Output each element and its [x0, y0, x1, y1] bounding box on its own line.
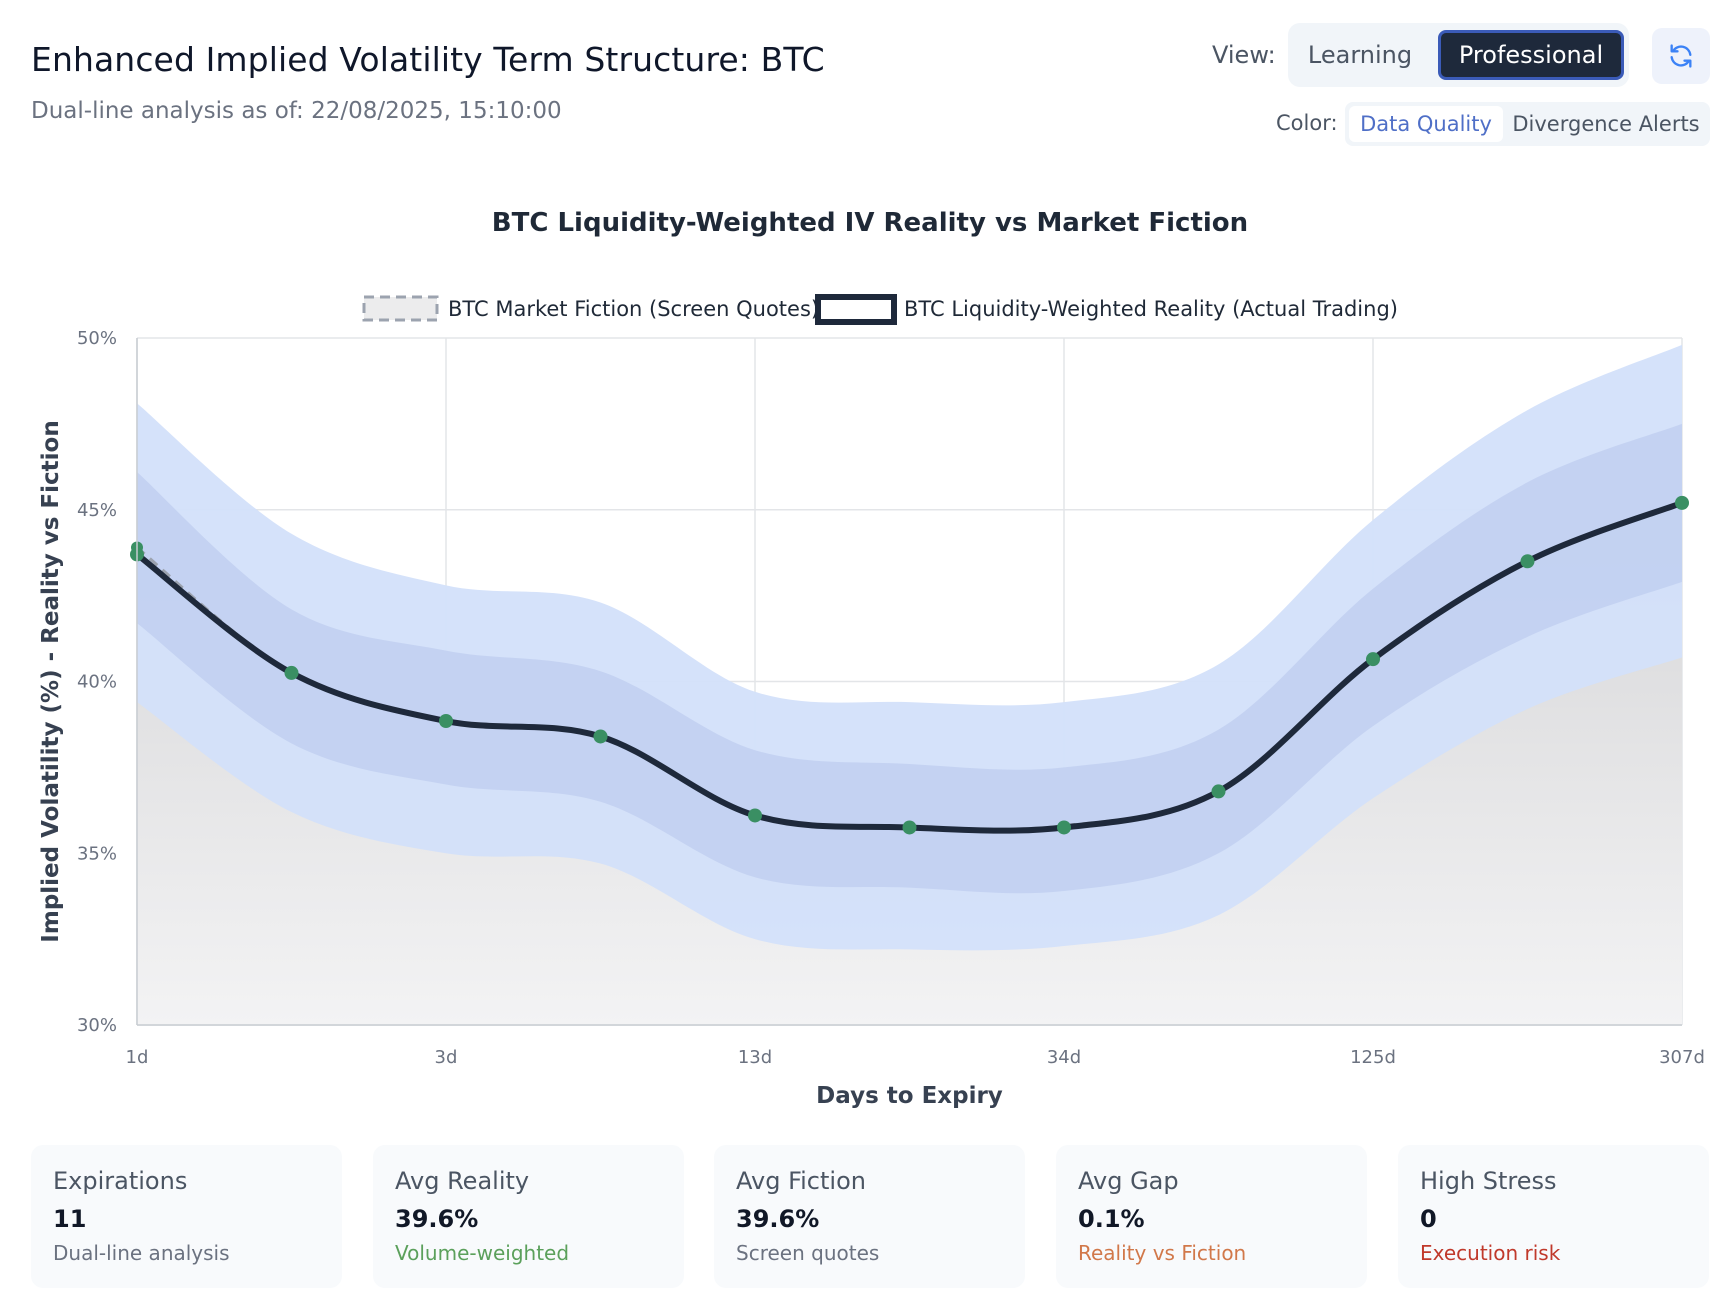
- stat-sub: Dual-line analysis: [53, 1241, 230, 1265]
- base-area: [137, 502, 1682, 1025]
- view-toggle: Learning Professional: [1288, 23, 1629, 87]
- stat-card-high-stress: High Stress 0 Execution risk: [1398, 1145, 1709, 1288]
- x-tick-label: 13d: [738, 1047, 772, 1068]
- reality-data-point: [284, 665, 299, 680]
- color-label: Color:: [1276, 111, 1338, 135]
- reality-data-point: [439, 714, 453, 729]
- x-tick-label: 34d: [1047, 1047, 1081, 1068]
- y-tick-label: 30%: [77, 1015, 117, 1036]
- view-professional-button[interactable]: Professional: [1438, 30, 1624, 80]
- reality-data-point: [1520, 554, 1535, 569]
- y-tick-label: 40%: [77, 672, 117, 693]
- stat-value: 11: [53, 1205, 87, 1233]
- reality-data-point: [1057, 820, 1071, 835]
- color-toggle: Data Quality Divergence Alerts: [1345, 102, 1710, 146]
- x-tick-label: 3d: [435, 1047, 458, 1068]
- x-tick-label: 307d: [1659, 1047, 1705, 1068]
- chart-title: BTC Liquidity-Weighted IV Reality vs Mar…: [491, 208, 1249, 238]
- stat-value: 0: [1420, 1205, 1437, 1233]
- iv-term-structure-chart: 30% 35% 40% 45% 50% 1d 3d 13d 34d 125d 307d Days to…: [38, 294, 1705, 1109]
- view-learning-button[interactable]: Learning: [1307, 41, 1413, 69]
- refresh-button[interactable]: [1652, 28, 1710, 84]
- y-axis-title: Implied Volatility (%) - Reality vs Fict…: [38, 420, 64, 942]
- legend-reality-swatch: [815, 294, 897, 325]
- stat-sub: Screen quotes: [736, 1241, 880, 1265]
- reality-data-point: [748, 808, 762, 823]
- reality-data-point: [1675, 495, 1689, 510]
- stat-label: Expirations: [53, 1167, 188, 1195]
- stat-label: Avg Fiction: [736, 1167, 866, 1195]
- stat-label: Avg Gap: [1078, 1167, 1179, 1195]
- reality-data-point: [902, 820, 917, 835]
- stat-label: Avg Reality: [395, 1167, 530, 1195]
- stat-value: 39.6%: [736, 1205, 820, 1233]
- stat-card-expirations: Expirations 11 Dual-line analysis: [31, 1145, 342, 1288]
- legend-fiction-swatch: [362, 295, 439, 322]
- stat-label: High Stress: [1420, 1167, 1557, 1195]
- outer-confidence-band: [137, 344, 1682, 951]
- stat-card-avg-reality: Avg Reality 39.6% Volume-weighted: [373, 1145, 684, 1288]
- stat-card-avg-fiction: Avg Fiction 39.6% Screen quotes: [714, 1145, 1025, 1288]
- stat-sub: Reality vs Fiction: [1078, 1241, 1247, 1265]
- inner-confidence-band: [137, 423, 1682, 894]
- x-tick-label: 1d: [126, 1047, 149, 1068]
- legend-reality-label: BTC Liquidity-Weighted Reality (Actual T…: [904, 297, 1398, 321]
- stat-sub: Execution risk: [1420, 1241, 1561, 1265]
- reality-data-point: [1211, 784, 1226, 799]
- page-subtitle: Dual-line analysis as of: 22/08/2025, 15…: [31, 98, 562, 124]
- refresh-icon: [1670, 44, 1692, 68]
- reality-data-point: [1366, 652, 1380, 667]
- stat-card-avg-gap: Avg Gap 0.1% Reality vs Fiction: [1056, 1145, 1367, 1288]
- y-tick-label: 35%: [77, 843, 117, 864]
- legend-fiction-label: BTC Market Fiction (Screen Quotes): [448, 297, 819, 321]
- stat-value: 39.6%: [395, 1205, 479, 1233]
- stat-sub: Volume-weighted: [395, 1241, 570, 1265]
- reality-data-point: [593, 729, 608, 744]
- page-title: Enhanced Implied Volatility Term Structu…: [31, 40, 825, 79]
- stat-value: 0.1%: [1078, 1205, 1145, 1233]
- color-data-quality-button[interactable]: Data Quality: [1349, 106, 1503, 142]
- y-tick-label: 45%: [77, 500, 117, 521]
- color-divergence-alerts-button[interactable]: Divergence Alerts: [1512, 112, 1700, 136]
- x-tick-label: 125d: [1350, 1047, 1396, 1068]
- x-axis-title: Days to Expiry: [816, 1083, 1003, 1109]
- view-label: View:: [1212, 41, 1276, 69]
- y-tick-label: 50%: [77, 328, 117, 349]
